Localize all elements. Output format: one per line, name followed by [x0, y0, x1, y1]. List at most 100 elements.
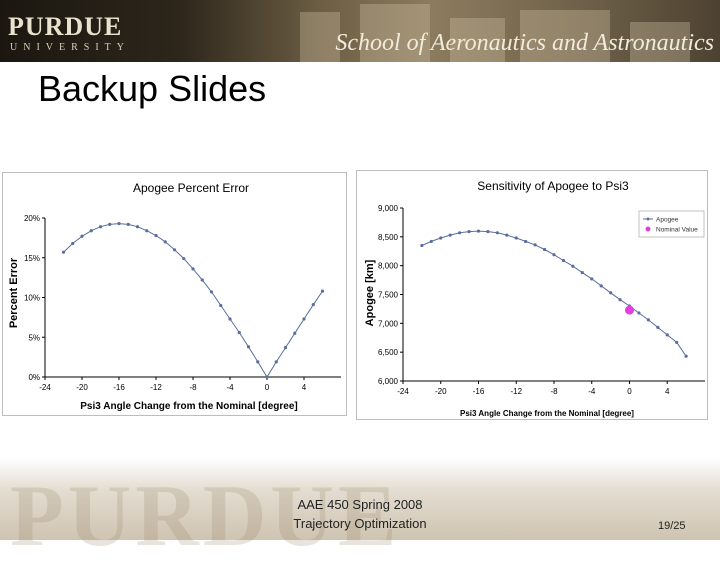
footer-band: [0, 458, 720, 540]
chart-title: Apogee Percent Error: [133, 181, 249, 195]
y-axis-label: Apogee [km]: [364, 259, 376, 326]
x-tick-label: 0: [265, 383, 270, 392]
data-point: [618, 298, 622, 302]
percent-error-chart: Apogee Percent Error 0% 5% 10% 15% 20% -24 -20 -…: [8, 181, 341, 412]
y-tick-label: 5%: [28, 333, 40, 342]
chart-panel-percent-error: Apogee Percent Error 0% 5% 10% 15% 20% -24 -20 -…: [2, 172, 347, 416]
y-tick-label: 6,000: [378, 377, 399, 386]
x-tick-label: -16: [473, 387, 485, 396]
y-tick-label: 8,000: [378, 262, 399, 271]
x-axis-label: Psi3 Angle Change from the Nominal [degr…: [80, 401, 297, 412]
x-tick-label: -12: [150, 383, 162, 392]
x-tick-label: -8: [550, 387, 558, 396]
y-tick-label: 7,500: [378, 291, 399, 300]
chart-title: Sensitivity of Apogee to Psi3: [477, 179, 629, 193]
y-tick-label: 9,000: [378, 204, 399, 213]
series-line: [421, 230, 687, 357]
data-point: [646, 318, 650, 322]
data-point: [580, 270, 584, 275]
apogee-sensitivity-chart: Sensitivity of Apogee to Psi3 6,000 6,500 7…: [364, 179, 705, 418]
page-number: 19/25: [658, 520, 686, 532]
y-tick-label: 15%: [24, 254, 40, 263]
x-tick-label: 4: [665, 387, 670, 396]
data-point: [609, 291, 613, 295]
data-point: [228, 317, 232, 321]
data-point: [302, 317, 306, 321]
slide-title: Backup Slides: [38, 68, 267, 109]
y-tick-label: 0%: [28, 373, 40, 382]
data-point: [684, 354, 688, 358]
data-point: [495, 231, 499, 235]
purdue-logo-subtitle: UNIVERSITY: [10, 42, 130, 53]
y-tick-label: 6,500: [378, 348, 399, 357]
legend-marker: [646, 217, 650, 221]
building-silhouette: [300, 12, 340, 62]
data-point: [219, 303, 223, 308]
data-point: [561, 258, 566, 263]
x-tick-label: -4: [226, 383, 234, 392]
building-silhouette: [450, 18, 505, 62]
data-point: [172, 248, 177, 252]
data-point: [71, 241, 75, 246]
building-silhouette: [520, 10, 610, 62]
series-line: [63, 223, 323, 378]
data-point: [145, 229, 149, 233]
school-name: School of Aeronautics and Astronautics: [335, 30, 714, 56]
data-point: [265, 375, 269, 379]
data-point: [89, 229, 93, 233]
data-point: [675, 340, 679, 344]
data-point: [237, 330, 241, 335]
legend-marker: [645, 226, 651, 232]
y-tick-label: 10%: [24, 294, 40, 303]
legend-label: Nominal Value: [656, 227, 698, 234]
data-point: [486, 230, 490, 234]
x-tick-label: -16: [113, 383, 125, 392]
y-tick-label: 7,000: [378, 319, 399, 328]
data-point: [61, 250, 66, 254]
x-tick-label: -20: [76, 383, 88, 392]
data-point: [320, 289, 325, 293]
nominal-value-marker: [625, 305, 634, 315]
data-point: [182, 256, 186, 261]
x-tick-label: -24: [397, 387, 409, 396]
x-tick-label: 4: [302, 383, 307, 392]
x-tick-label: -12: [510, 387, 522, 396]
building-silhouette: [360, 4, 430, 62]
data-point: [191, 267, 195, 271]
data-point: [209, 290, 214, 294]
data-point: [108, 222, 112, 226]
building-silhouette: [630, 22, 690, 62]
y-axis-label: Percent Error: [8, 257, 20, 328]
legend-label: Apogee: [656, 217, 679, 224]
data-point: [126, 222, 130, 226]
data-point: [80, 234, 84, 238]
data-point: [200, 278, 204, 282]
data-point: [533, 243, 537, 247]
x-tick-label: -4: [588, 387, 596, 396]
data-point: [246, 345, 251, 349]
data-point: [542, 247, 547, 252]
data-point: [448, 233, 452, 237]
data-point: [135, 225, 140, 229]
data-point: [429, 239, 433, 244]
data-point: [439, 236, 443, 240]
data-point: [467, 230, 471, 234]
data-point: [283, 345, 288, 350]
course-label: AAE 450 Spring 2008: [297, 497, 423, 512]
data-point: [117, 221, 121, 226]
x-axis-label: Psi3 Angle Change from the Nominal [degr…: [460, 409, 634, 418]
x-tick-label: -8: [189, 383, 197, 392]
data-point: [256, 360, 260, 364]
data-point: [599, 284, 603, 288]
data-point: [637, 311, 641, 315]
data-point: [571, 264, 575, 268]
data-point: [98, 225, 103, 229]
data-point: [656, 325, 660, 329]
x-tick-label: 0: [627, 387, 632, 396]
y-tick-label: 20%: [24, 214, 40, 223]
data-point: [552, 253, 556, 257]
data-point: [293, 331, 297, 335]
x-tick-label: -24: [39, 383, 51, 392]
data-point: [311, 303, 315, 307]
data-point: [420, 243, 424, 248]
